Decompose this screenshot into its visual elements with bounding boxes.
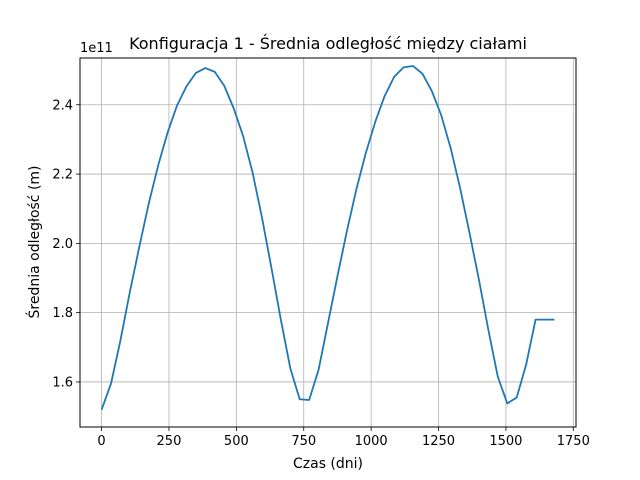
x-tick-label: 750	[291, 434, 316, 449]
y-tick-label: 1.6	[52, 375, 73, 390]
y-tick-label: 2.2	[52, 168, 73, 183]
x-tick-label: 1250	[422, 434, 455, 449]
plot-area	[80, 58, 576, 427]
chart-title: Konfiguracja 1 - Średnia odległość międz…	[129, 34, 527, 53]
x-tick-label: 500	[224, 434, 249, 449]
y-axis-label: Średnia odległość (m)	[25, 165, 43, 318]
y-tick-label: 2.0	[52, 237, 73, 252]
y-offset-label: 1e11	[80, 41, 113, 56]
ticks: 0 250 500 750 1000 1250 1500 1750 1.6 1.8 2.0 2.2 2.…	[52, 98, 590, 449]
y-tick-label: 2.4	[52, 98, 73, 113]
grid	[80, 58, 576, 427]
x-tick-label: 1750	[557, 434, 590, 449]
plot-frame	[79, 57, 577, 428]
x-tick-label: 250	[157, 434, 182, 449]
y-tick-label: 1.8	[52, 306, 73, 321]
series-line	[100, 65, 555, 410]
x-axis-label: Czas (dni)	[293, 456, 363, 472]
series-layer	[100, 65, 555, 410]
x-tick-label: 1500	[489, 434, 522, 449]
x-tick-label: 1000	[355, 434, 388, 449]
x-tick-label: 0	[97, 434, 105, 449]
